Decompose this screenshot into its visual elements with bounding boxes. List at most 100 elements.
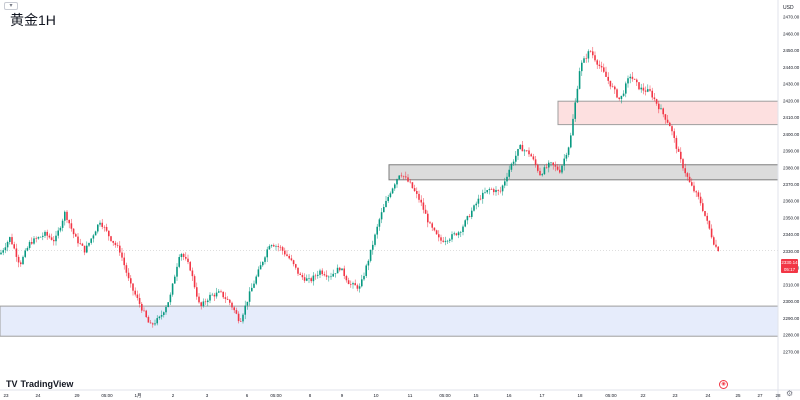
candle-body [504,181,506,186]
candle-body [141,303,143,311]
candle-body [510,163,513,170]
candle-body [266,249,268,258]
candle-body [581,62,583,72]
x-tick-label: 05:00 [605,393,617,398]
candle-body [4,247,7,251]
candle-body [493,189,495,193]
y-tick-label: 2450.00 [783,48,800,53]
candle-body [462,226,464,232]
candle-body [264,257,266,262]
y-tick-label: 2430.00 [783,82,800,87]
candle-body [609,80,612,87]
candle-body [697,192,700,197]
candle-body [178,257,180,267]
x-tick-label: 10 [373,393,379,398]
candle-body [75,234,77,237]
candle-body [160,315,163,317]
candle-body [9,237,11,242]
candle-body [396,179,398,185]
candle-body [620,95,623,99]
candle-body [132,283,134,291]
candle-body [297,267,299,274]
candle-body [163,312,165,316]
candle-body [508,169,510,177]
candle-body [710,228,713,238]
candle-body [273,245,275,247]
candle-body [534,159,537,165]
candle-body [79,243,81,244]
candle-body [592,51,594,56]
candle-body [193,276,196,288]
x-tick-label: 24 [35,393,41,398]
alert-icon[interactable]: ◉ [719,380,728,389]
zone-support [0,305,779,337]
candle-body [607,76,609,81]
candle-body [682,159,684,169]
candle-body [345,276,348,281]
candle-body [614,86,616,90]
candle-body [675,137,678,149]
candle-body [127,272,130,279]
candle-body [552,162,554,166]
candle-body [154,323,156,325]
candle-body [539,170,541,176]
candle-body [486,190,488,193]
candle-body [587,51,590,59]
candle-body [312,275,315,282]
collapse-icon[interactable]: ▾ [4,2,18,10]
candle-body [253,283,255,288]
candle-body [308,278,310,279]
candle-body [33,238,35,244]
candle-body [420,199,422,203]
candle-body [627,78,629,84]
y-tick-label: 2290.00 [783,316,800,321]
countdown-value: 05:17 [783,267,796,272]
candle-body [332,273,334,277]
candle-body [81,243,84,246]
candle-body [310,278,312,282]
tradingview-logo[interactable]: TV TradingView [6,379,73,389]
candle-body [429,222,431,224]
candle-body [28,242,31,248]
candle-body [218,291,220,293]
y-tick-label: 2340.00 [783,232,800,237]
candle-body [561,165,563,173]
y-tick-label: 2440.00 [783,65,800,70]
gear-icon[interactable]: ⚙ [786,389,794,398]
candle-body [92,235,95,239]
candle-body [422,202,425,210]
candle-body [165,307,167,313]
candle-body [413,188,416,192]
candle-body [418,193,420,200]
candle-body [629,76,631,79]
candle-body [213,294,216,297]
candle-body [323,274,326,276]
candle-body [677,148,680,152]
candle-body [655,99,658,104]
y-tick-label: 2390.00 [783,149,800,154]
candle-body [433,227,436,231]
x-tick-label: 05:00 [101,393,113,398]
candle-body [328,276,330,278]
candle-body [523,150,526,152]
candle-body [449,239,451,241]
candle-body [550,162,552,164]
candle-body [699,196,702,204]
x-tick-label: 29 [74,393,80,398]
candle-body [688,176,691,183]
candle-body [660,108,662,110]
candle-body [457,232,460,236]
candle-body [576,88,579,103]
candle-body [121,252,123,258]
candle-body [556,166,559,170]
candle-body [666,119,669,123]
candle-body [152,323,154,325]
y-tick-label: 2360.00 [783,199,800,204]
candle-body [301,274,304,278]
candle-body [625,83,627,94]
candle-body [215,292,218,297]
candle-body [354,283,356,286]
candle-body [631,76,634,79]
candle-body [70,223,73,229]
